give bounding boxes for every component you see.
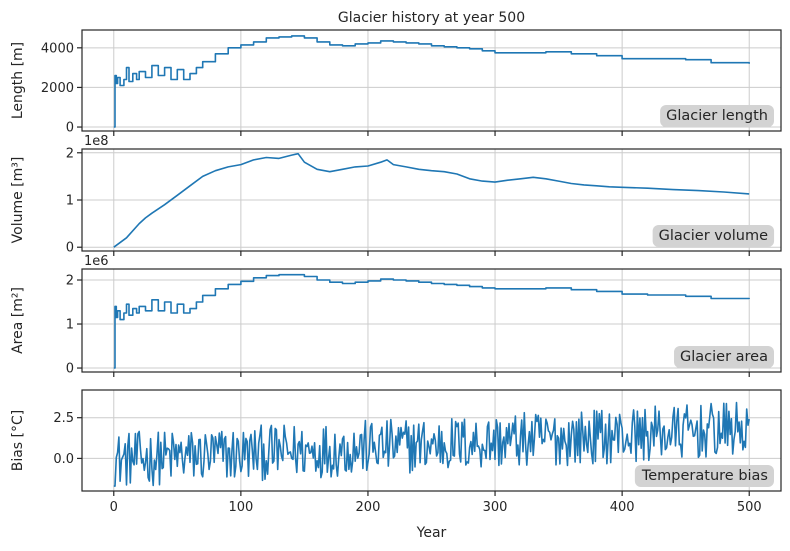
x-tick-labels: 0 100 200 300 400 500 — [110, 500, 762, 515]
x-tick-label: 400 — [610, 500, 635, 515]
axes-frame — [81, 268, 782, 373]
x-tick-label: 100 — [228, 500, 253, 515]
badge-box — [652, 225, 775, 247]
badge-label: Glacier volume — [659, 228, 768, 244]
y-tick-label: 0 — [66, 362, 74, 377]
figure-title: Glacier history at year 500 — [338, 10, 525, 26]
y-axis-label: Bias [°C] — [10, 410, 26, 472]
series-line-length — [113, 35, 751, 128]
panel-badge: Glacier volume — [652, 225, 775, 247]
panel-bias: 0.0 2.5 Bias [°C] Temperature bias — [10, 389, 782, 496]
x-axis-label: Year — [416, 525, 447, 541]
y-tick-label: 2000 — [41, 81, 74, 96]
panel-badge: Glacier area — [674, 346, 774, 368]
x-tick-label: 0 — [110, 500, 118, 515]
panel-badge: Temperature bias — [634, 465, 774, 487]
y-tick-label: 0.0 — [53, 452, 74, 467]
y-axis-label: Area [m²] — [10, 287, 26, 354]
y-tick-label: 2 — [66, 146, 74, 161]
badge-box — [660, 105, 774, 127]
y-axis-label: Length [m] — [10, 42, 26, 119]
axes-frame — [81, 29, 782, 132]
axis-offset-label: 1e8 — [84, 134, 109, 149]
y-tick-label: 1 — [66, 194, 74, 209]
y-tick-label: 2.5 — [53, 411, 74, 426]
badge-box — [674, 346, 774, 368]
series-line-bias — [113, 401, 750, 487]
series-line-volume — [113, 152, 750, 248]
badge-box — [634, 465, 774, 487]
panel-badge: Glacier length — [660, 105, 774, 127]
y-tick-label: 1 — [66, 318, 74, 333]
y-tick-label: 2 — [66, 274, 74, 289]
y-tick-label: 0 — [66, 121, 74, 136]
series-line-area — [113, 273, 751, 369]
panel-area: 0 1 2 1e6 Area [m²] Glacier area — [10, 254, 782, 377]
x-tick-label: 200 — [356, 500, 381, 515]
y-tick-label: 0 — [66, 241, 74, 256]
axis-offset-label: 1e6 — [84, 254, 109, 269]
x-tick-label: 300 — [483, 500, 508, 515]
badge-label: Glacier area — [680, 349, 768, 365]
x-tick-label: 500 — [737, 500, 762, 515]
panel-length: 0 2000 4000 Length [m] Glacier length — [10, 29, 782, 136]
badge-label: Glacier length — [666, 108, 768, 124]
y-tick-label: 4000 — [41, 41, 74, 56]
y-axis-label: Volume [m³] — [10, 157, 26, 244]
axes-frame — [81, 148, 782, 252]
panel-volume: 0 1 2 1e8 Volume [m³] Glacier volume — [10, 134, 782, 256]
badge-label: Temperature bias — [641, 468, 768, 484]
axes-frame — [81, 389, 782, 492]
